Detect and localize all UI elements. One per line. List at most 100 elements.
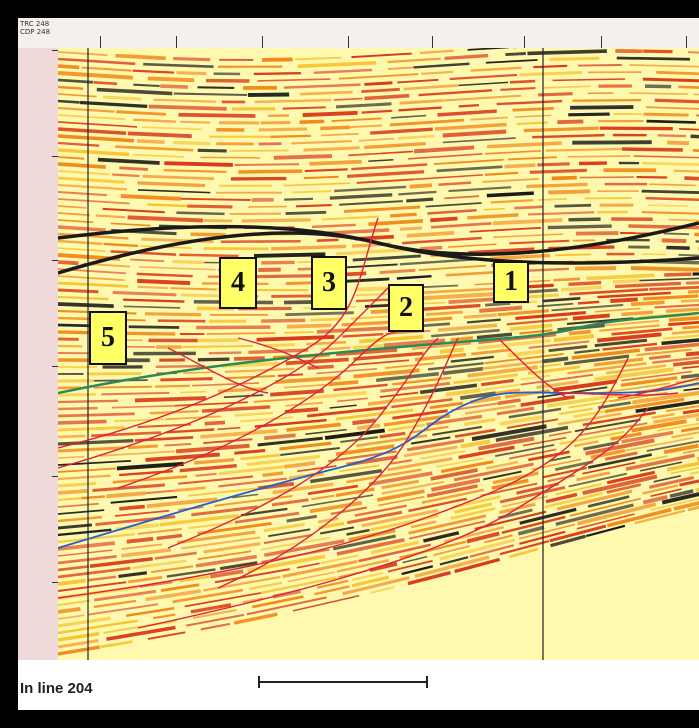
reflector-segment xyxy=(685,351,699,357)
reflector-segment xyxy=(218,477,288,488)
reflector-segment xyxy=(303,146,360,152)
reflector-segment xyxy=(682,325,699,330)
reflector-segment xyxy=(448,186,512,193)
reflector-segment xyxy=(150,565,194,574)
reflector-segment xyxy=(346,170,425,178)
time-tick xyxy=(52,366,58,367)
reflector-segment xyxy=(680,299,699,303)
reflector-segment xyxy=(195,472,217,477)
reflector-segment xyxy=(339,464,380,473)
reflector-segment xyxy=(471,424,547,442)
reflector-segment xyxy=(142,126,202,131)
reflector-segment xyxy=(642,484,679,495)
reflector-segment xyxy=(437,323,498,332)
reflector-segment xyxy=(553,334,595,343)
reflector-segment xyxy=(336,537,405,556)
reflector-segment xyxy=(214,568,290,584)
reflector-segment xyxy=(257,78,331,82)
reflector-segment xyxy=(58,419,107,425)
reflector-segment xyxy=(187,487,258,497)
reflector-segment xyxy=(137,189,211,194)
reflector-segment xyxy=(110,250,177,256)
reflector-segment xyxy=(58,393,96,397)
reflector-segment xyxy=(695,240,699,243)
reflector-segment xyxy=(257,436,323,447)
reflector-segment xyxy=(520,373,594,386)
reflector-segment xyxy=(353,351,424,361)
reflector-segment xyxy=(58,599,91,606)
reflector-segment xyxy=(261,318,306,323)
reflector-segment xyxy=(353,368,420,379)
reflector-segment xyxy=(453,462,534,482)
reflector-segment xyxy=(442,137,516,144)
reflector-segment xyxy=(522,436,567,447)
reflector-segment xyxy=(58,183,128,191)
reflector-segment xyxy=(58,619,139,635)
reflector-segment xyxy=(474,510,547,530)
top-tick xyxy=(262,36,263,48)
reflector-segment xyxy=(450,507,496,520)
reflector-segment xyxy=(138,266,216,271)
reflector-segment xyxy=(574,348,600,354)
reflector-segment xyxy=(387,457,453,472)
reflector-segment xyxy=(58,106,115,113)
top-tick xyxy=(524,36,525,48)
reflector-segment xyxy=(372,150,414,155)
reflector-segment xyxy=(163,169,227,173)
reflector-segment xyxy=(160,84,188,89)
reflector-segment xyxy=(279,441,332,451)
reflector-segment xyxy=(177,530,256,545)
reflector-segment xyxy=(664,272,692,277)
reflector-segment xyxy=(506,418,559,429)
reflector-segment xyxy=(58,581,127,592)
reflector-segment xyxy=(58,606,81,614)
reflector-segment xyxy=(430,222,492,229)
reflector-segment xyxy=(306,340,347,346)
reflector-segment xyxy=(58,426,125,432)
reflector-segment xyxy=(197,357,230,362)
reflector-segment xyxy=(392,376,452,386)
reflector-segment xyxy=(403,445,458,458)
reflector-segment xyxy=(508,407,562,419)
reflector-segment xyxy=(336,247,412,256)
reflector-segment xyxy=(172,259,204,265)
reflector-segment xyxy=(58,71,134,80)
reflector-segment xyxy=(568,217,601,222)
reflector-segment xyxy=(97,157,160,165)
reflector-segment xyxy=(58,64,80,70)
reflector-segment xyxy=(514,205,544,210)
reflector-segment xyxy=(387,66,414,71)
reflector-segment xyxy=(527,211,595,216)
reflector-segment xyxy=(583,440,619,451)
reflector-segment xyxy=(643,294,699,301)
reflector-segment xyxy=(58,578,87,586)
reflector-segment xyxy=(527,49,607,56)
reflector-segment xyxy=(115,145,194,152)
reflector-segment xyxy=(311,494,335,501)
reflector-segment xyxy=(92,483,166,493)
reflector-segment xyxy=(328,380,359,387)
reflector-segment xyxy=(481,383,520,391)
reflector-segment xyxy=(316,367,378,375)
reflector-segment xyxy=(397,78,439,84)
reflector-segment xyxy=(58,114,126,121)
reflector-segment xyxy=(218,465,284,476)
fault-label-4: 4 xyxy=(219,257,257,309)
reflector-segment xyxy=(668,316,699,322)
reflector-segment xyxy=(687,289,699,294)
reflector-segment xyxy=(200,156,260,159)
reflector-segment xyxy=(402,555,428,564)
reflector-segment xyxy=(307,364,334,370)
reflector-segment xyxy=(122,298,185,303)
reflector-segment xyxy=(426,484,478,498)
reflector-segment xyxy=(179,575,210,583)
reflector-segment xyxy=(482,178,539,183)
reflector-segment xyxy=(364,81,393,86)
reflector-segment xyxy=(469,226,542,233)
time-axis xyxy=(18,48,59,660)
reflector-segment xyxy=(342,332,384,338)
reflector-segment xyxy=(519,70,583,77)
reflector-segment xyxy=(606,507,672,528)
reflector-segment xyxy=(418,89,493,97)
top-tick xyxy=(100,36,101,48)
